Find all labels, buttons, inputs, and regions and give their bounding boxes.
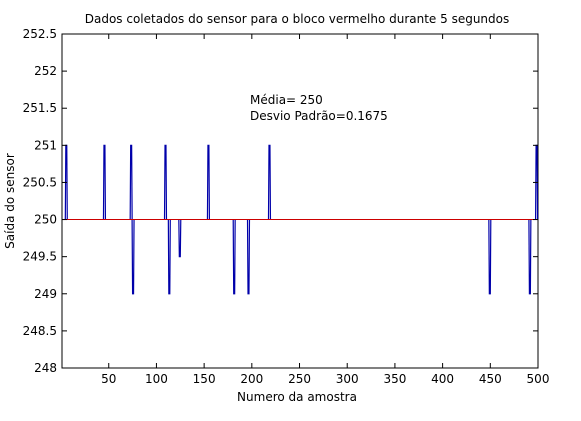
annotation-std: Desvio Padrão=0.1675	[250, 109, 388, 123]
series-layer	[62, 144, 539, 295]
series-0-point	[129, 144, 133, 220]
y-tick-label: 251.5	[23, 101, 57, 115]
series-0-point	[246, 219, 251, 295]
annotation-mean: Média= 250	[250, 93, 323, 107]
x-tick-label: 50	[101, 372, 116, 386]
y-tick-label: 249	[34, 287, 57, 301]
y-tick-label: 250.5	[23, 175, 57, 189]
series-0-point	[267, 144, 272, 220]
series-0-point	[232, 219, 236, 295]
series-0-point	[102, 144, 107, 220]
plot-area	[61, 33, 539, 369]
series-0-point	[178, 219, 182, 258]
x-tick-label: 250	[288, 372, 311, 386]
y-tick-label: 251	[34, 138, 57, 152]
x-tick-label: 400	[431, 372, 454, 386]
y-axis-label: Saída do sensor	[3, 153, 17, 249]
y-tick-label: 252	[34, 64, 57, 78]
chart-title: Dados coletados do sensor para o bloco v…	[85, 12, 510, 26]
y-tick-label: 252.5	[23, 27, 57, 41]
series-0-point	[206, 144, 211, 220]
y-tick-label: 248	[34, 361, 57, 375]
series-0-point	[528, 219, 532, 295]
x-axis-label: Numero da amostra	[237, 390, 357, 404]
x-tick-label: 100	[145, 372, 168, 386]
x-tick-label: 350	[383, 372, 406, 386]
y-tick-label: 250	[34, 213, 57, 227]
series-0-point	[131, 219, 135, 295]
x-tick-label: 450	[479, 372, 502, 386]
tick-layer: 50 100 150 200 250 300 350 400 450 500 248 248.5 249…	[23, 27, 550, 386]
x-tick-label: 500	[527, 372, 550, 386]
x-tick-label: 150	[193, 372, 216, 386]
series-0-point	[167, 219, 171, 295]
x-tick-label: 300	[336, 372, 359, 386]
series-0-point	[163, 144, 168, 220]
y-tick-label: 248.5	[23, 324, 57, 338]
x-tick-label: 200	[240, 372, 263, 386]
y-tick-label: 249.5	[23, 250, 57, 264]
series-0-point	[488, 219, 492, 295]
